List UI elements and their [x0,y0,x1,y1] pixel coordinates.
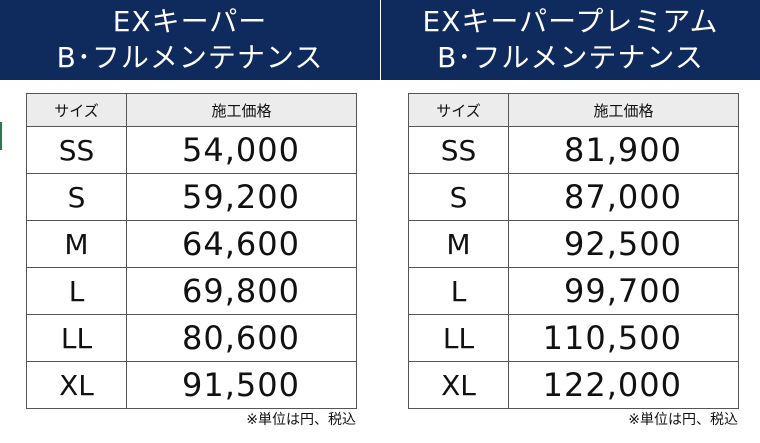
table-row: XL 122,000 [408,361,739,409]
price-cell: 87,000 [508,173,739,221]
size-column-header: サイズ [26,93,127,127]
ex-keeper-header: EXキーパー B･フルメンテナンス [0,0,380,80]
price-cell: 92,500 [508,220,739,268]
price-column-header: 施工価格 [508,93,739,127]
size-cell: S [26,173,127,221]
size-cell: XL [26,361,127,409]
ex-keeper-premium-title: EXキーパープレミアム [422,5,719,38]
size-cell: LL [26,314,127,362]
size-cell: L [408,267,509,315]
ex-keeper-premium-panel: EXキーパープレミアム B･フルメンテナンス サイズ 施工価格 SS 81,90… [381,0,760,443]
table-row: SS 81,900 [408,126,739,174]
ex-keeper-title: EXキーパー [112,5,268,38]
table-row: S 87,000 [408,173,739,221]
size-cell: M [26,220,127,268]
table-row: LL 110,500 [408,314,739,362]
ex-keeper-premium-subtitle: B･フルメンテナンス [437,41,704,74]
price-column-header: 施工価格 [126,93,357,127]
price-cell: 80,600 [126,314,357,362]
table-row: XL 91,500 [26,361,357,409]
price-cell: 64,600 [126,220,357,268]
size-column-header: サイズ [408,93,509,127]
table-row: S 59,200 [26,173,357,221]
price-cell: 122,000 [508,361,739,409]
edge-mark [0,122,2,150]
price-cell: 99,700 [508,267,739,315]
size-cell: M [408,220,509,268]
ex-keeper-price-table: サイズ 施工価格 SS 54,000 S 59,200 M 64,600 L 6… [26,93,357,409]
table-row: L 99,700 [408,267,739,315]
table-row: SS 54,000 [26,126,357,174]
ex-keeper-premium-header: EXキーパープレミアム B･フルメンテナンス [381,0,760,80]
table-row: L 69,800 [26,267,357,315]
table-row: LL 80,600 [26,314,357,362]
size-cell: XL [408,361,509,409]
price-cell: 69,800 [126,267,357,315]
size-cell: SS [26,126,127,174]
size-cell: SS [408,126,509,174]
table-header-row: サイズ 施工価格 [26,93,357,127]
price-cell: 59,200 [126,173,357,221]
ex-keeper-panel: EXキーパー B･フルメンテナンス サイズ 施工価格 SS 54,000 S 5… [0,0,380,428]
tax-note: ※単位は円、税込 [246,412,356,428]
ex-keeper-subtitle: B･フルメンテナンス [56,41,324,74]
price-cell: 81,900 [508,126,739,174]
price-cell: 110,500 [508,314,739,362]
price-cell: 91,500 [126,361,357,409]
ex-keeper-premium-price-table: サイズ 施工価格 SS 81,900 S 87,000 M 92,500 L 9… [408,93,739,409]
size-cell: L [26,267,127,315]
table-row: M 64,600 [26,220,357,268]
price-cell: 54,000 [126,126,357,174]
size-cell: S [408,173,509,221]
size-cell: LL [408,314,509,362]
tax-note: ※単位は円、税込 [628,412,738,428]
header-divider [380,0,381,80]
table-row: M 92,500 [408,220,739,268]
table-header-row: サイズ 施工価格 [408,93,739,127]
